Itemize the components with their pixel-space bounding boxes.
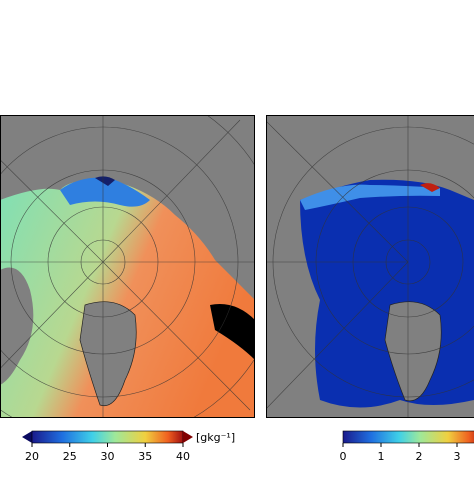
tick-label: 2 xyxy=(416,450,423,463)
colorbar-min-arrow xyxy=(22,431,32,443)
left-colorbar xyxy=(32,431,183,443)
tick-label: 25 xyxy=(63,450,77,463)
tick-label: 0 xyxy=(340,450,347,463)
right-colorbar xyxy=(343,431,474,443)
tick-label: 35 xyxy=(138,450,152,463)
colorbar-ticks: 20 25 30 35 40 0 1 2 3 xyxy=(25,443,461,463)
tick-label: 40 xyxy=(176,450,190,463)
colorbar-max-arrow xyxy=(183,431,193,443)
tick-label: 3 xyxy=(454,450,461,463)
tick-label: 1 xyxy=(378,450,385,463)
colorbar-unit: [gkg⁻¹] xyxy=(196,431,235,444)
tick-label: 20 xyxy=(25,450,39,463)
tick-label: 30 xyxy=(101,450,115,463)
